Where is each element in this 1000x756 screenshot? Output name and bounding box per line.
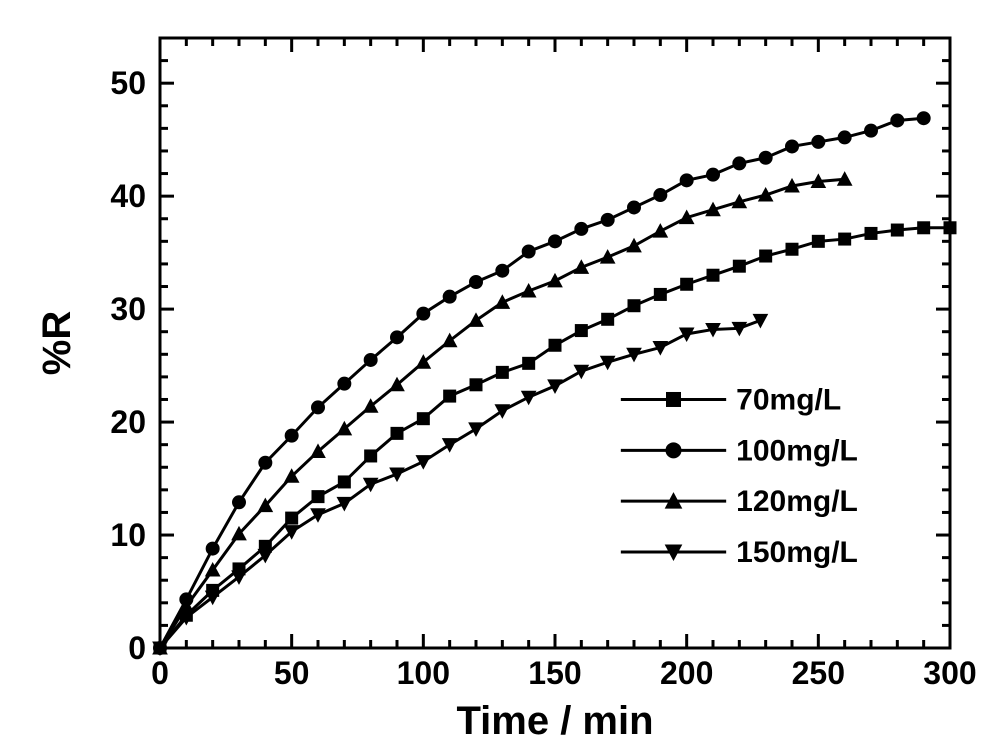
svg-text:100: 100 (397, 655, 450, 691)
svg-text:100mg/L: 100mg/L (736, 434, 858, 467)
svg-text:Time / min: Time / min (456, 699, 653, 743)
svg-text:30: 30 (110, 291, 146, 327)
legend: 70mg/L 100mg/L 120mg/L 150mg/L (621, 383, 858, 569)
chart-svg: 0 50 100 150 200 250 300 0 10 20 30 40 50 Time / min%… (0, 0, 1000, 756)
svg-text:0: 0 (151, 655, 169, 691)
svg-text:20: 20 (110, 404, 146, 440)
svg-text:150mg/L: 150mg/L (736, 536, 858, 569)
svg-text:0: 0 (128, 630, 146, 666)
svg-text:250: 250 (792, 655, 845, 691)
svg-text:70mg/L: 70mg/L (736, 383, 841, 416)
svg-text:120mg/L: 120mg/L (736, 485, 858, 518)
series-s150 (153, 314, 767, 655)
svg-text:50: 50 (274, 655, 310, 691)
svg-text:40: 40 (110, 178, 146, 214)
svg-text:50: 50 (110, 65, 146, 101)
svg-text:300: 300 (923, 655, 976, 691)
svg-text:%R: %R (35, 311, 79, 376)
svg-text:150: 150 (528, 655, 581, 691)
svg-text:200: 200 (660, 655, 713, 691)
svg-text:10: 10 (110, 517, 146, 553)
line-chart: 0 50 100 150 200 250 300 0 10 20 30 40 50 Time / min%… (0, 0, 1000, 756)
